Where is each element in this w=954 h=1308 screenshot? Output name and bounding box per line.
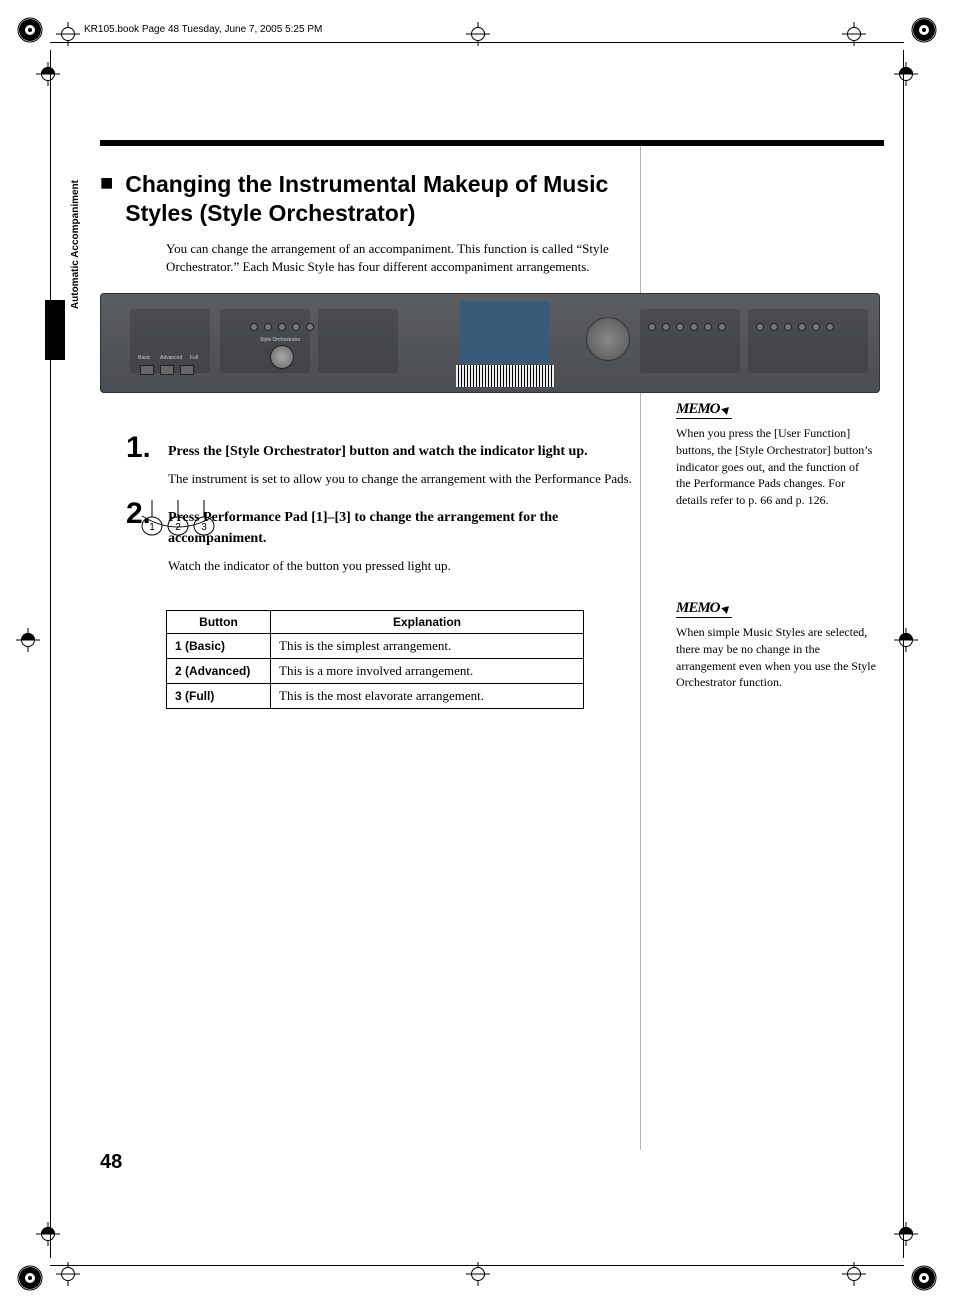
trim-line: [50, 42, 904, 43]
table-header-row: Button Explanation: [167, 610, 584, 633]
keyboard-graphic: [456, 365, 554, 387]
registration-mark-icon: [910, 1264, 938, 1292]
table-cell: This is the most elavorate arrangement.: [271, 683, 584, 708]
pad-label-advanced: Advanced: [160, 355, 182, 361]
trim-line: [903, 50, 904, 1258]
performance-pad-2: [160, 365, 174, 375]
section-title-text: Changing the Instrumental Makeup of Musi…: [125, 170, 630, 228]
memo-icon: MEMO: [676, 401, 732, 419]
table-cell: 2 (Advanced): [167, 658, 271, 683]
chapter-tab-label: Automatic Accompaniment: [70, 180, 81, 309]
pad-label-full: Full: [190, 355, 198, 361]
table-cell: This is a more involved arrangement.: [271, 658, 584, 683]
page-number: 48: [100, 1151, 122, 1174]
step-1: 1. Press the [Style Orchestrator] button…: [130, 441, 640, 489]
step-body: Watch the indicator of the button you pr…: [168, 557, 640, 576]
memo-block: MEMO When you press the [User Function] …: [676, 400, 876, 509]
memo-block: MEMO When simple Music Styles are select…: [676, 599, 876, 691]
style-orchestrator-button: [270, 345, 294, 369]
step-number: 2: [126, 497, 143, 530]
table-header: Button: [167, 610, 271, 633]
running-header: KR105.book Page 48 Tuesday, June 7, 2005…: [84, 24, 322, 35]
memo-column: MEMO When you press the [User Function] …: [676, 400, 876, 781]
crosshair-icon: [894, 62, 918, 86]
lcd-screen: [460, 301, 550, 363]
section-intro: You can change the arrangement of an acc…: [166, 240, 636, 278]
crosshair-icon: [16, 628, 40, 652]
step-body: The instrument is set to allow you to ch…: [168, 470, 640, 489]
registration-mark-icon: [910, 16, 938, 44]
section-title: ■ Changing the Instrumental Makeup of Mu…: [100, 170, 630, 228]
instrument-panel-illustration: Style Orchestrator Basic Advanced Full: [100, 293, 880, 393]
memo-text: When simple Music Styles are selected, t…: [676, 624, 876, 691]
memo-text: When you press the [User Function] butto…: [676, 425, 876, 509]
registration-mark-icon: [16, 16, 44, 44]
memo-icon: MEMO: [676, 600, 732, 618]
crosshair-icon: [36, 62, 60, 86]
performance-pad-3: [180, 365, 194, 375]
table-header: Explanation: [271, 610, 584, 633]
table-row: 3 (Full) This is the most elavorate arra…: [167, 683, 584, 708]
step-heading: Press Performance Pad [1]–[3] to change …: [168, 507, 640, 549]
table-row: 1 (Basic) This is the simplest arrangeme…: [167, 633, 584, 658]
crosshair-icon: [894, 1222, 918, 1246]
crosshair-icon: [894, 628, 918, 652]
table-cell: 1 (Basic): [167, 633, 271, 658]
arrangement-table: Button Explanation 1 (Basic) This is the…: [166, 610, 584, 709]
table-cell: This is the simplest arrangement.: [271, 633, 584, 658]
step-heading: Press the [Style Orchestrator] button an…: [168, 441, 640, 462]
crosshair-icon: [36, 1222, 60, 1246]
pad-label-basic: Basic: [138, 355, 150, 361]
style-orchestrator-label: Style Orchestrator: [260, 337, 300, 343]
chapter-tab-marker: [45, 300, 65, 360]
trim-line: [50, 1265, 904, 1266]
value-dial: [586, 317, 630, 361]
performance-pad-1: [140, 365, 154, 375]
registration-mark-icon: [16, 1264, 44, 1292]
table-row: 2 (Advanced) This is a more involved arr…: [167, 658, 584, 683]
table-cell: 3 (Full): [167, 683, 271, 708]
trim-line: [50, 50, 51, 1258]
square-bullet-icon: ■: [100, 170, 113, 228]
step-number: 1: [126, 431, 143, 464]
step-2: 2. Press Performance Pad [1]–[3] to chan…: [130, 507, 640, 576]
